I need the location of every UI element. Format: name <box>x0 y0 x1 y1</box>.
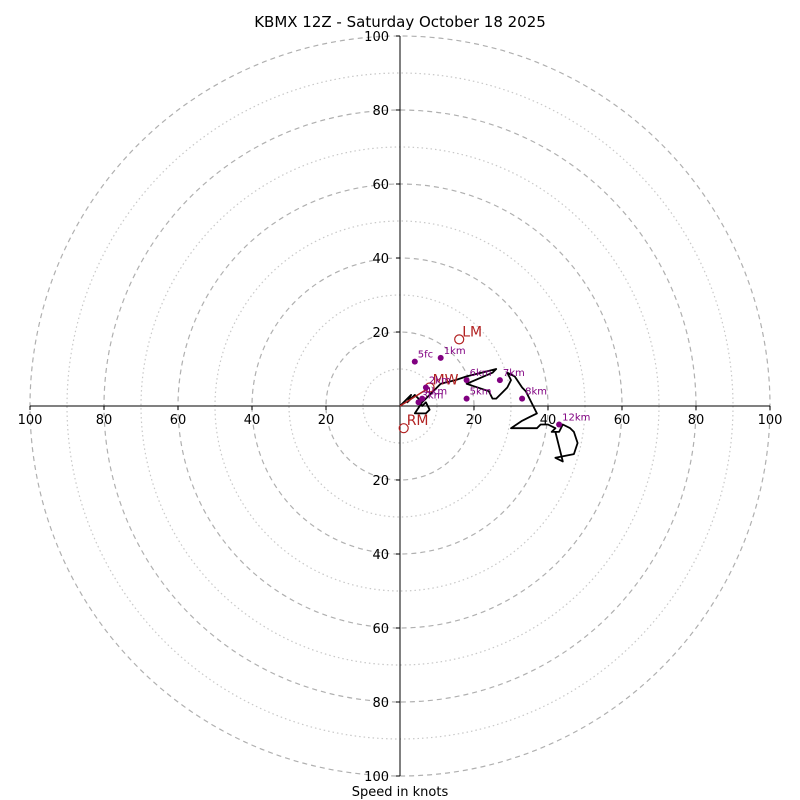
height-label-1km: 1km <box>444 346 466 357</box>
storm-motion-lm-marker <box>454 334 465 345</box>
height-marker-2km <box>422 384 429 391</box>
hodograph-trace <box>399 368 579 463</box>
height-marker-8km <box>519 395 526 402</box>
chart-title: KBMX 12Z - Saturday October 18 2025 <box>254 13 546 31</box>
tick-label-top-20: 20 <box>372 326 389 341</box>
tick-label-top-100: 100 <box>364 30 389 45</box>
tick-label-left-20: 20 <box>318 413 335 428</box>
tick-label-left-40: 40 <box>244 413 261 428</box>
height-label-5fc: 5fc <box>418 350 433 361</box>
tick-label-top-60: 60 <box>372 178 389 193</box>
tick-label-top-40: 40 <box>372 252 389 267</box>
tick-label-bottom-100: 100 <box>364 770 389 785</box>
storm-motion-rm-label: RM <box>407 413 429 429</box>
tick-label-left-80: 80 <box>96 413 113 428</box>
tick-label-bottom-20: 20 <box>372 474 389 489</box>
storm-motion-rm-marker <box>398 423 409 434</box>
height-marker-1km <box>437 354 444 361</box>
height-marker-7km <box>496 377 503 384</box>
tick-label-right-40: 40 <box>540 413 557 428</box>
height-label-12km: 12km <box>562 413 590 424</box>
tick-label-right-60: 60 <box>614 413 631 428</box>
height-marker-6km <box>463 377 470 384</box>
height-marker-3km <box>415 399 422 406</box>
tick-label-bottom-60: 60 <box>372 622 389 637</box>
height-marker-4km <box>419 395 426 402</box>
height-marker-5fc <box>411 358 418 365</box>
height-label-8km: 8km <box>525 387 547 398</box>
tick-label-left-60: 60 <box>170 413 187 428</box>
tick-label-bottom-80: 80 <box>372 696 389 711</box>
tick-labels: 20 100 20 20 40 80 40 40 60 60 60 60 80 40 80 80 100 20 10… <box>18 30 783 785</box>
height-label-7km: 7km <box>503 368 525 379</box>
height-label-6km: 6km <box>470 368 492 379</box>
mean-wind-vector <box>399 386 430 407</box>
hodograph-line <box>399 368 579 463</box>
tick-label-left-100: 100 <box>18 413 43 428</box>
height-label-5km: 5km <box>470 387 492 398</box>
storm-motion-lm-label: LM <box>462 324 482 340</box>
storm-motion-mw-label: MW <box>433 373 459 389</box>
height-label-4km: 4km <box>425 387 447 398</box>
tick-label-right-100: 100 <box>758 413 783 428</box>
tick-label-top-80: 80 <box>372 104 389 119</box>
height-label-2km: 2km <box>429 376 451 387</box>
tick-label-bottom-40: 40 <box>372 548 389 563</box>
height-label-3km: 3km <box>422 390 444 401</box>
x-axis-label: Speed in knots <box>352 785 449 800</box>
height-marker-5km <box>463 395 470 402</box>
height-marker-12km <box>556 421 563 428</box>
tick-label-right-20: 20 <box>466 413 483 428</box>
tick-label-right-80: 80 <box>688 413 705 428</box>
